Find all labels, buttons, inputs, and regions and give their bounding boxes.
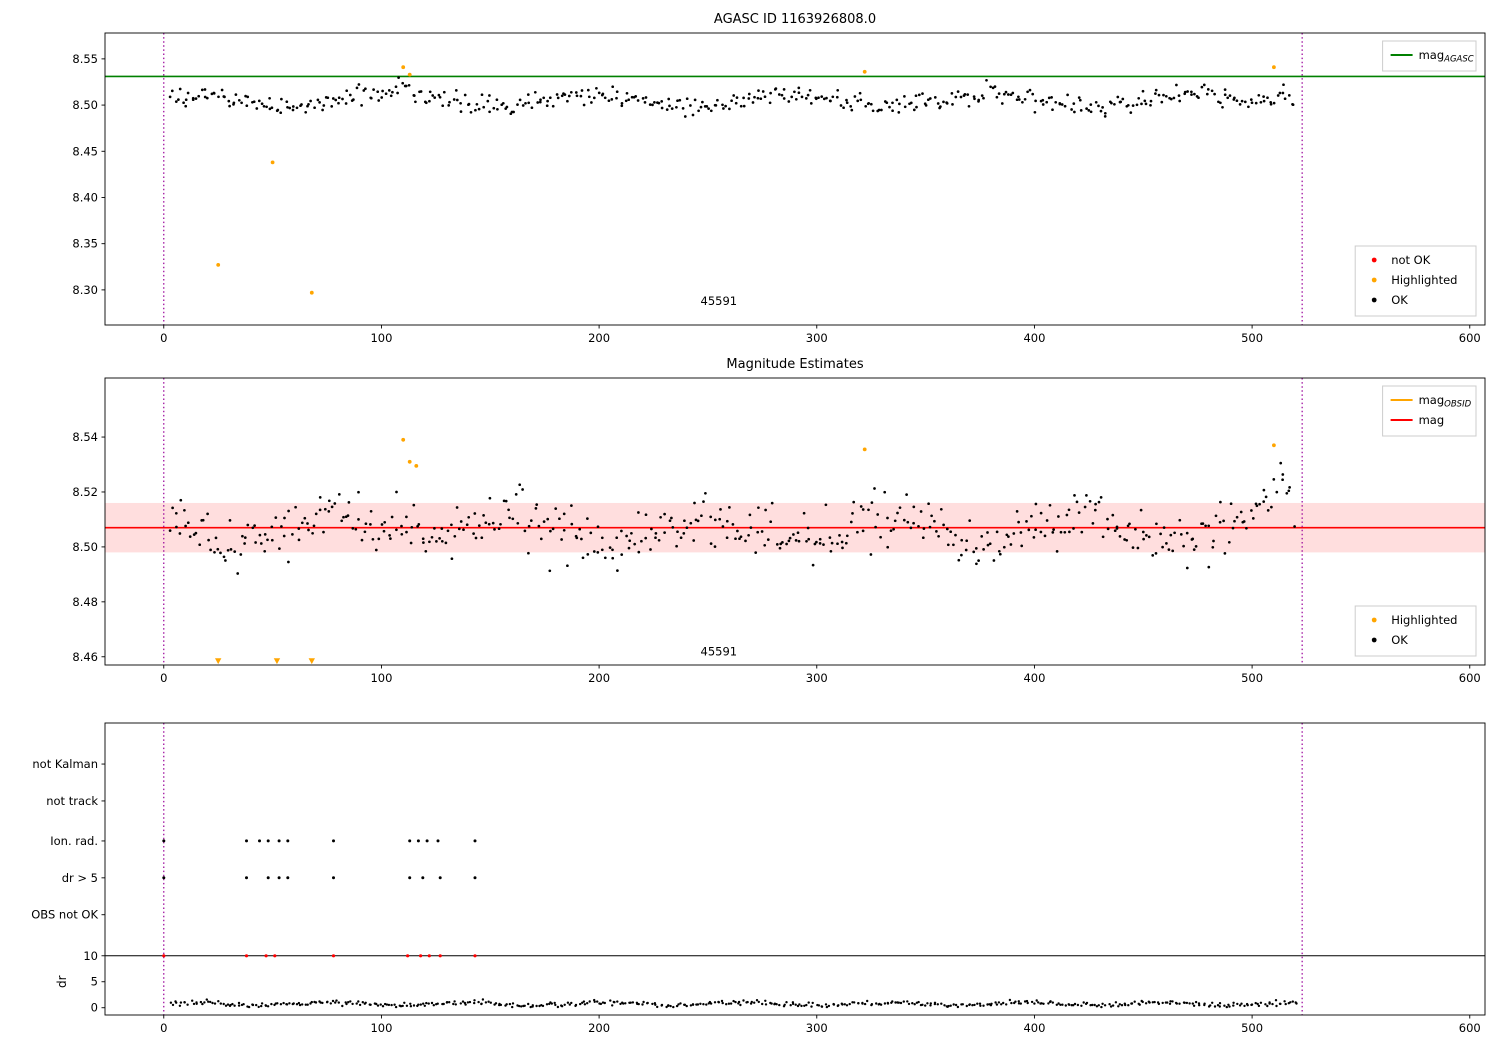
x-tick-label: 500 xyxy=(1241,331,1263,345)
legend: not OK Highlighted OK xyxy=(1354,245,1477,317)
y-tick-label: not track xyxy=(46,794,98,808)
y-tick-label: 10 xyxy=(83,949,98,963)
y-axis-label: dr xyxy=(55,975,69,988)
legend-label: OK xyxy=(1391,633,1408,647)
x-tick-label: 600 xyxy=(1459,671,1481,685)
series-dr-clipped-not-ok xyxy=(162,954,477,958)
legend-label: OK xyxy=(1391,293,1408,307)
x-tick-label: 200 xyxy=(588,331,610,345)
y-tick-label: 8.50 xyxy=(72,540,98,554)
marker-triangle-down xyxy=(273,658,281,665)
x-tick-label: 200 xyxy=(588,1021,610,1035)
legend: magAGASC xyxy=(1382,40,1477,72)
y-tick-label: not Kalman xyxy=(32,757,98,771)
legend-box xyxy=(1354,605,1477,657)
legend-swatch-dot xyxy=(1371,617,1377,623)
obsid-annotation: 45591 xyxy=(701,294,738,308)
y-tick-label: dr > 5 xyxy=(62,871,98,885)
marker-triangle-down xyxy=(308,658,315,665)
x-tick-label: 100 xyxy=(370,331,392,345)
legend-swatch-dot xyxy=(1371,637,1377,643)
series-highlighted xyxy=(216,65,1276,295)
y-tick-label: 8.50 xyxy=(72,98,98,112)
y-tick-label: 8.55 xyxy=(72,52,98,66)
y-tick-label: 8.40 xyxy=(72,190,98,204)
legend-swatch-dot xyxy=(1371,297,1377,303)
x-tick-label: 500 xyxy=(1241,1021,1263,1035)
legend: Highlighted OK xyxy=(1354,605,1477,657)
x-tick-label: 0 xyxy=(160,1021,167,1035)
x-tick-label: 300 xyxy=(806,1021,828,1035)
legend-box xyxy=(1382,385,1477,437)
x-tick-label: 500 xyxy=(1241,671,1263,685)
axes-frame xyxy=(104,722,1486,1016)
x-tick-label: 300 xyxy=(806,331,828,345)
series-dr-5-flags xyxy=(162,876,477,880)
marker-triangle-down xyxy=(214,658,222,665)
y-tick-label: 0 xyxy=(91,1001,98,1015)
series-ion-rad-flags xyxy=(162,839,477,843)
y-tick-label: OBS not OK xyxy=(31,908,98,922)
x-tick-label: 600 xyxy=(1459,331,1481,345)
series-ok xyxy=(168,76,1295,118)
series-highlighted xyxy=(401,437,1276,468)
axes-frame xyxy=(104,377,1486,666)
axes-frame xyxy=(104,32,1486,326)
x-tick-label: 300 xyxy=(806,671,828,685)
legend-swatch-dot xyxy=(1371,257,1377,263)
y-tick-label: 8.45 xyxy=(72,144,98,158)
y-tick-label: 8.52 xyxy=(72,485,98,499)
series-dr xyxy=(169,998,1298,1009)
legend-label: Highlighted xyxy=(1391,273,1457,287)
x-tick-label: 400 xyxy=(1023,671,1045,685)
obsid-annotation: 45591 xyxy=(701,644,738,658)
y-tick-label: Ion. rad. xyxy=(50,834,98,848)
x-tick-label: 0 xyxy=(160,671,167,685)
series-highlighted-clipped xyxy=(214,658,315,665)
legend-label: mag xyxy=(1419,413,1445,427)
x-tick-label: 600 xyxy=(1459,1021,1481,1035)
y-tick-label: 8.30 xyxy=(72,283,98,297)
legend-label: Highlighted xyxy=(1391,613,1457,627)
y-tick-label: 8.35 xyxy=(72,237,98,251)
legend-label: not OK xyxy=(1391,253,1431,267)
panel-title: AGASC ID 1163926808.0 xyxy=(714,12,876,27)
x-tick-label: 100 xyxy=(370,671,392,685)
series-ok xyxy=(168,461,1296,575)
panel-title: Magnitude Estimates xyxy=(726,357,863,372)
x-tick-label: 400 xyxy=(1023,331,1045,345)
x-tick-label: 0 xyxy=(160,331,167,345)
y-tick-label: 8.48 xyxy=(72,595,98,609)
y-tick-label: 8.54 xyxy=(72,430,98,444)
x-tick-label: 100 xyxy=(370,1021,392,1035)
x-tick-label: 400 xyxy=(1023,1021,1045,1035)
panel-magnitude-estimates: 0 100 200 300 400 500 600 8.46 8.48 8.50 8.52 8.54 M… xyxy=(72,357,1486,685)
legend-swatch-dot xyxy=(1371,277,1377,283)
y-tick-label: 8.46 xyxy=(72,650,98,664)
y-tick-label: 5 xyxy=(91,975,98,989)
panel-mag-agasc: 0 100 200 300 400 500 600 8.30 8.35 8.40 8.45 8.50 8… xyxy=(72,12,1486,345)
x-tick-label: 200 xyxy=(588,671,610,685)
